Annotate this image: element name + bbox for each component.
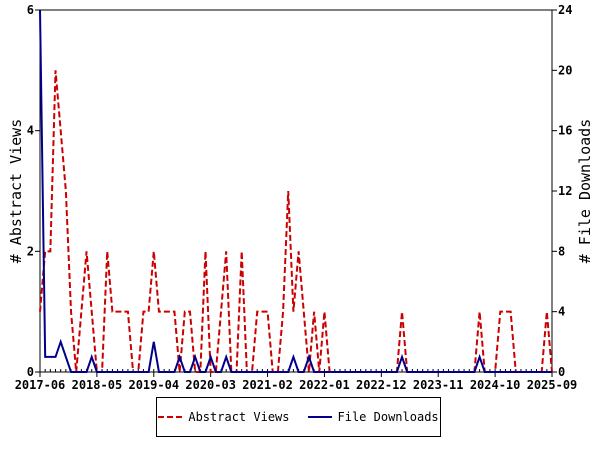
y-right-tick-label: 4 xyxy=(558,305,565,319)
x-axis-ticks: 2017-06 2018-05 2019-04 2020-03 2021-02 2022-… xyxy=(15,372,578,392)
y-left-tick-label: 6 xyxy=(27,3,34,17)
x-tick-label: 2021-02 xyxy=(242,378,293,392)
x-tick-label: 2020-03 xyxy=(185,378,236,392)
abstract-views-swatch xyxy=(158,416,183,418)
y-right-tick-label: 20 xyxy=(558,63,572,77)
legend-label-abstract-views: Abstract Views xyxy=(188,410,290,424)
x-tick-label: 2025-09 xyxy=(527,378,578,392)
y-right-axis-ticks: 0 4 8 12 16 20 24 xyxy=(552,3,572,379)
y-left-axis-title: # Abstract Views xyxy=(7,119,25,264)
plot-area xyxy=(39,9,553,373)
legend: Abstract Views File Downloads xyxy=(156,397,441,437)
y-left-axis-ticks: 0 2 4 6 xyxy=(27,3,40,379)
x-tick-label: 2019-04 xyxy=(128,378,179,392)
legend-label-file-downloads: File Downloads xyxy=(337,410,439,424)
y-right-tick-label: 24 xyxy=(558,3,572,17)
x-tick-label: 2018-05 xyxy=(72,378,123,392)
y-left-tick-label: 4 xyxy=(27,124,34,138)
x-tick-label: 2024-10 xyxy=(470,378,521,392)
file-downloads-swatch xyxy=(307,416,332,418)
series-layer xyxy=(39,9,553,373)
x-tick-label: 2023-11 xyxy=(413,378,464,392)
y-right-tick-label: 8 xyxy=(558,244,565,258)
y-left-tick-label: 2 xyxy=(27,244,34,258)
x-tick-label: 2022-12 xyxy=(356,378,407,392)
series-line-file-downloads xyxy=(39,9,552,373)
y-right-tick-label: 16 xyxy=(558,124,572,138)
y-right-axis-title: # File Downloads xyxy=(576,119,594,264)
y-left-tick-label: 0 xyxy=(27,365,34,379)
y-right-tick-label: 0 xyxy=(558,365,565,379)
x-tick-label: 2022-01 xyxy=(299,378,350,392)
legend-item-file-downloads: File Downloads xyxy=(307,410,439,424)
y-right-tick-label: 12 xyxy=(558,184,572,198)
x-tick-label: 2017-06 xyxy=(15,378,66,392)
legend-item-abstract-views: Abstract Views xyxy=(158,410,290,424)
